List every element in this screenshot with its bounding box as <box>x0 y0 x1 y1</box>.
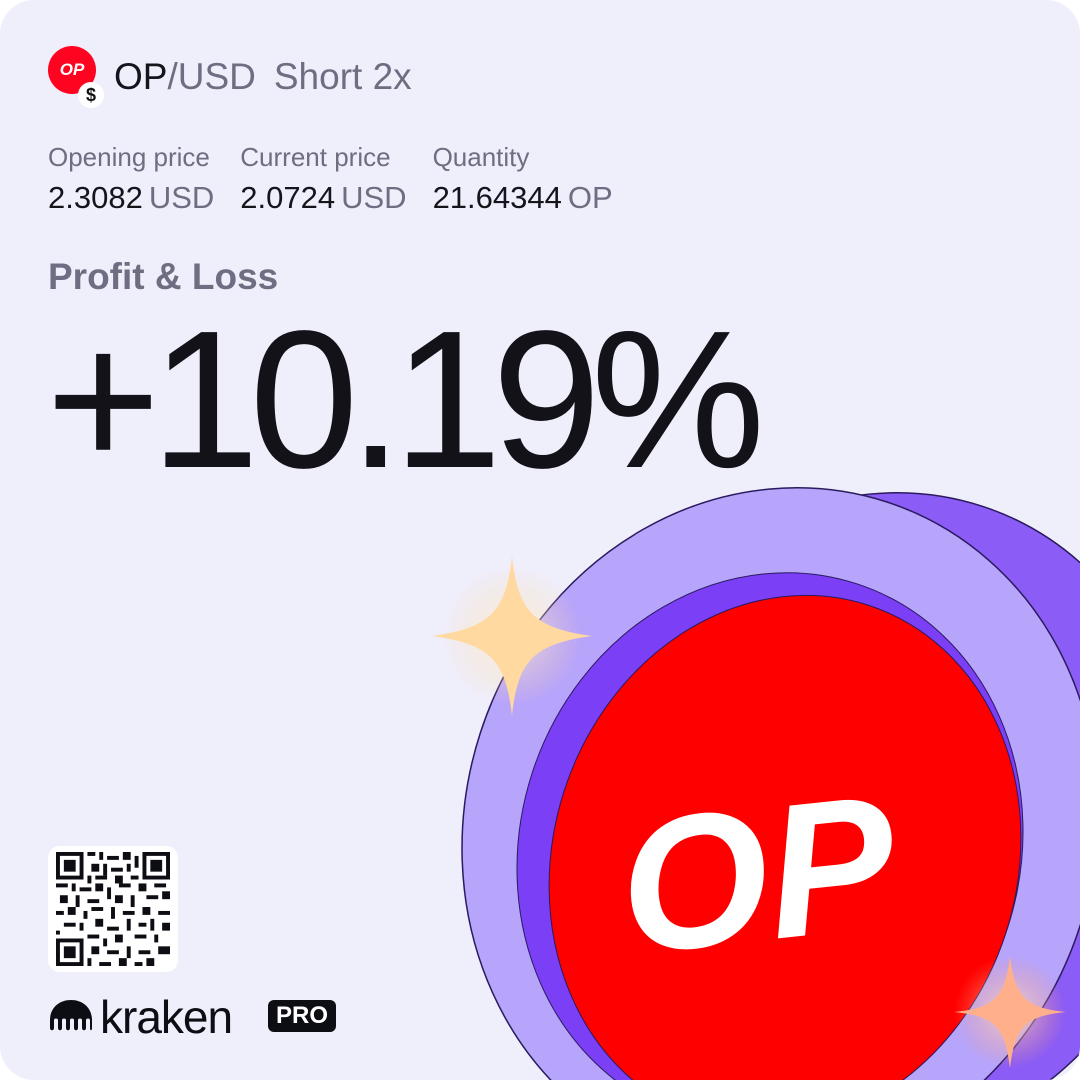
pair-separator: / <box>167 56 178 97</box>
stat-unit: USD <box>341 180 407 215</box>
stat-opening-price: Opening price 2.3082 USD <box>48 140 214 218</box>
stat-unit: OP <box>567 180 613 215</box>
pnl-label: Profit & Loss <box>48 256 279 297</box>
stat-label: Opening price <box>48 142 210 172</box>
stat-value: 2.0724 USD <box>240 178 406 218</box>
pair-icon: OP $ <box>48 46 108 110</box>
stat-unit: USD <box>148 180 215 215</box>
pair-title: OP/USD Short 2x <box>114 56 412 98</box>
stat-label: Quantity <box>432 142 530 172</box>
base-asset: OP <box>114 56 168 97</box>
stat-label: Current price <box>240 142 391 172</box>
position-stats: Opening price 2.3082 USD Current price 2.… <box>48 140 639 218</box>
stat-number: 2.3082 <box>48 180 143 215</box>
coin-label: OP <box>610 755 905 995</box>
stat-value: 2.3082 USD <box>48 178 214 218</box>
brand-tier-badge: PRO <box>268 1000 337 1032</box>
stat-value: 21.64344 OP <box>433 178 613 218</box>
stat-current-price: Current price 2.0724 USD <box>240 140 406 218</box>
stat-number: 2.0724 <box>240 180 336 215</box>
position-mode: Short 2x <box>273 56 412 97</box>
stat-quantity: Quantity 21.64344 OP <box>433 140 613 218</box>
sparkle-large <box>432 556 592 716</box>
sparkle-small <box>954 956 1066 1068</box>
quote-asset: USD <box>177 56 256 97</box>
kraken-logo-icon <box>50 1000 92 1031</box>
brand-name: kraken <box>100 991 233 1043</box>
coin-face <box>548 594 1022 1080</box>
stat-number: 21.64344 <box>432 180 562 215</box>
qr-code[interactable] <box>48 846 178 972</box>
dollar-icon: $ <box>78 82 104 108</box>
pnl-value: +10.19% <box>46 290 765 509</box>
qr-code-icon <box>56 852 170 966</box>
